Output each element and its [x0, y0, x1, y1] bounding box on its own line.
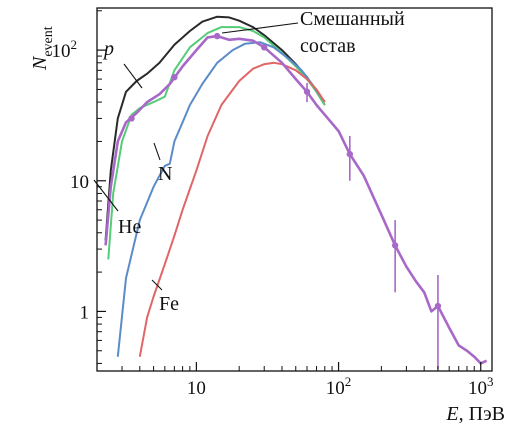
data-point	[213, 32, 221, 40]
annotation-leaders	[93, 22, 299, 291]
y-ticks: 1 10 102	[52, 10, 106, 364]
data-point	[128, 115, 135, 122]
annotations: Смешанный состав p He N Fe	[102, 8, 405, 315]
data-point	[261, 44, 268, 51]
x-tick-label: 10	[187, 378, 206, 399]
x-tick-label: 103	[468, 374, 494, 399]
annotation-fe: Fe	[159, 293, 179, 315]
annotation-leader	[93, 179, 119, 212]
series-line-n	[116, 41, 326, 357]
annotation-leader	[221, 22, 299, 34]
annotation-leader	[123, 63, 143, 89]
x-axis-label: E, ПэВ	[445, 403, 505, 425]
y-tick-label: 10	[70, 172, 89, 193]
annotation-состав: состав	[300, 35, 356, 57]
y-axis-label: Nevent	[29, 26, 56, 71]
annotation-leader	[151, 279, 163, 291]
annotation-смешанный: Смешанный	[300, 8, 405, 30]
y-tick-label: 1	[80, 302, 90, 323]
annotation-p: p	[102, 38, 114, 60]
x-ticks: 10 102 103	[96, 362, 494, 399]
plot-frame	[96, 7, 493, 372]
series-layer	[104, 15, 488, 370]
data-point	[434, 302, 442, 310]
series-line-fe	[138, 61, 326, 357]
data-point	[303, 88, 311, 95]
annotation-leader	[153, 142, 161, 161]
annotation-n: N	[158, 163, 172, 185]
x-tick-label: 102	[326, 374, 352, 399]
data-point	[171, 74, 178, 81]
series-line-p	[104, 15, 326, 241]
annotation-he: He	[118, 216, 141, 238]
y-tick-label: 102	[52, 37, 78, 62]
data-point	[391, 242, 399, 249]
data-point	[346, 150, 354, 158]
